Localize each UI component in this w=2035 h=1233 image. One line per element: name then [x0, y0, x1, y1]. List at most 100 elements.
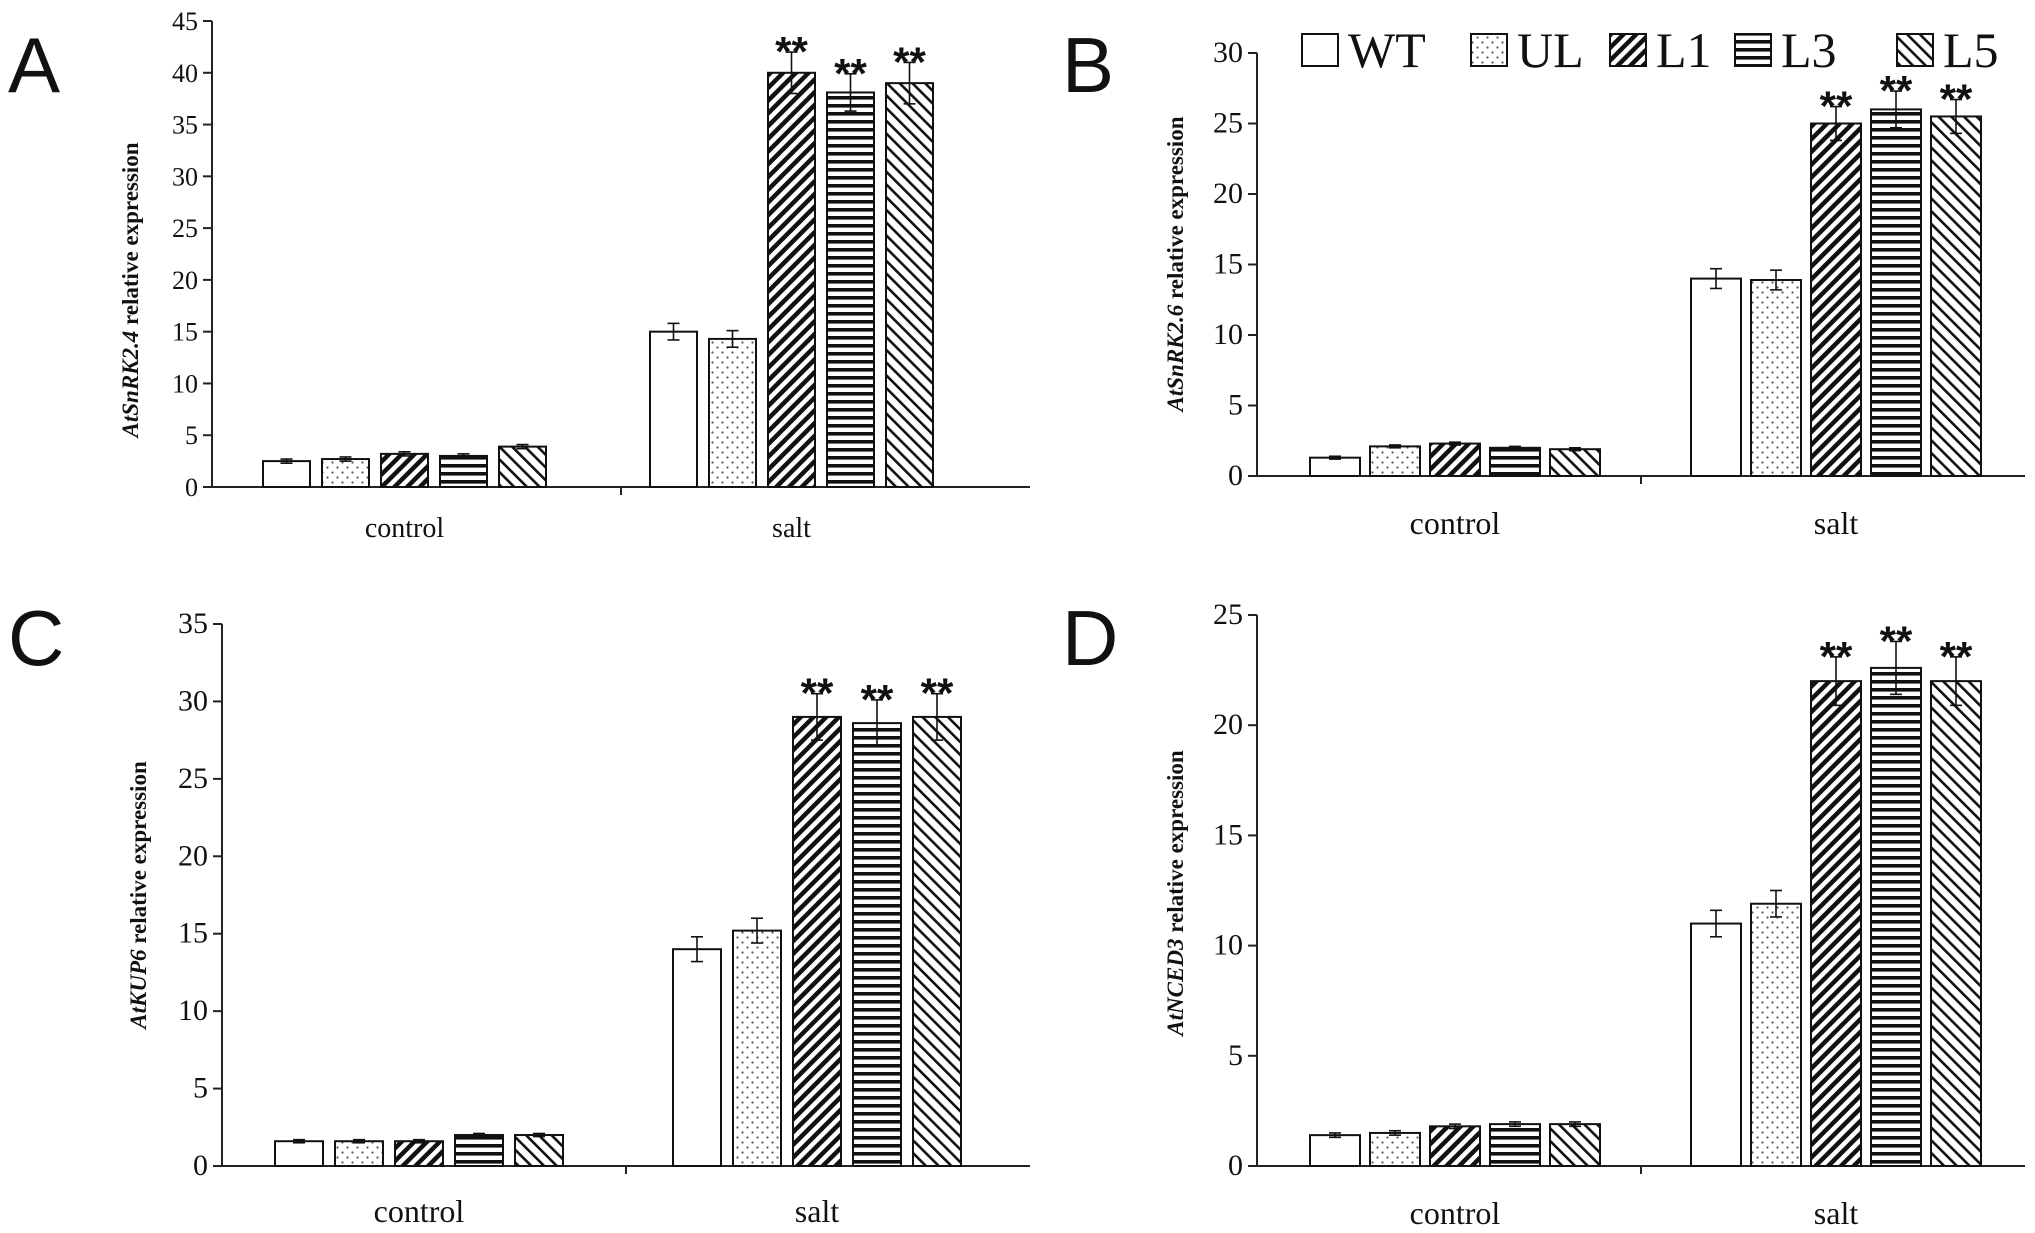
significance-mark: **: [1820, 83, 1853, 130]
legend-swatch-l5: [1896, 33, 1934, 67]
y-tick-labels: 0 5 10 15 20 25 30 35: [178, 607, 208, 1182]
bar-wt-control: [274, 1140, 324, 1168]
bar-wt-salt: [1690, 277, 1742, 477]
bar-wt-salt: [672, 948, 722, 1168]
error-bars: [1329, 640, 1962, 1139]
y-axis-label-rest: relative expression: [1163, 116, 1188, 304]
x-category-label: salt: [1814, 1195, 1859, 1231]
y-axis-label-gene: AtKUP6: [126, 949, 151, 1031]
bar-ul-control: [334, 1140, 384, 1168]
panel-label: D: [1062, 594, 1118, 682]
significance-mark: **: [1820, 633, 1853, 680]
bar-l5-control: [514, 1134, 564, 1167]
bar-wt-salt: [649, 330, 698, 488]
legend-label-l1: L1: [1656, 22, 1712, 78]
error-bars: [293, 692, 943, 1144]
legend-label-wt: WT: [1348, 22, 1426, 78]
bar-wt-control: [262, 460, 311, 489]
bars: [1309, 666, 1982, 1168]
bar-ul-control: [1369, 1131, 1421, 1167]
bar-l3-control: [1489, 446, 1541, 477]
x-category-label: control: [1410, 1195, 1501, 1231]
y-tick-label: 15: [1213, 818, 1243, 851]
bar-wt-control: [1309, 1134, 1361, 1168]
significance-marks: ** ** **: [775, 28, 926, 97]
significance-marks: ** ** **: [1820, 67, 1973, 130]
bar-l5-salt: [912, 715, 962, 1168]
y-axis-label-gene: AtSnRK2.6: [1163, 304, 1188, 413]
y-tick-label: 45: [172, 7, 198, 36]
y-tick-label: 15: [178, 917, 208, 950]
significance-mark: **: [801, 670, 834, 717]
x-category-label: salt: [772, 513, 811, 544]
significance-mark: **: [1880, 67, 1913, 114]
significance-mark: **: [834, 50, 867, 97]
y-axis-label-gene: AtNCED3: [1163, 939, 1188, 1038]
y-tick-label: 20: [1213, 177, 1243, 210]
bar-l1-control: [1429, 442, 1481, 478]
bar-ul-control: [1369, 445, 1421, 478]
x-category-label: salt: [795, 1193, 840, 1229]
bar-l3-salt: [852, 722, 902, 1167]
significance-marks: ** ** **: [1820, 617, 1973, 679]
y-tick-label: 25: [1213, 107, 1243, 140]
y-tick-label: 40: [172, 59, 198, 88]
bar-ul-salt: [1750, 902, 1802, 1167]
bar-l1-control: [394, 1140, 444, 1168]
bar-l1-salt: [1810, 122, 1862, 477]
y-axis-label-rest: relative expression: [126, 761, 151, 949]
y-tick-label: 5: [1228, 389, 1243, 422]
y-tick-label: 5: [1228, 1039, 1243, 1072]
bar-l5-salt: [885, 82, 934, 488]
y-tick-label: 20: [178, 839, 208, 872]
legend-swatch-l3: [1734, 33, 1772, 67]
legend: WT UL L1 L3 L5: [1301, 22, 1999, 78]
y-tick-label: 30: [1213, 36, 1243, 69]
y-tick-label: 35: [178, 607, 208, 640]
y-axis-label: AtSnRK2.4 relative expression: [118, 142, 143, 439]
y-tick-label: 0: [1228, 1149, 1243, 1182]
bar-ul-control: [321, 458, 370, 489]
y-axis-label: AtSnRK2.6 relative expression: [1163, 116, 1188, 413]
y-tick-labels: 0 5 10 15 20 25 30: [1213, 36, 1243, 492]
x-category-label: control: [374, 1193, 465, 1229]
y-tick-label: 0: [1228, 459, 1243, 492]
panel-label: B: [1062, 21, 1114, 109]
panel-label: A: [8, 21, 60, 109]
bar-l5-salt: [1930, 115, 1982, 477]
y-tick-label: 25: [178, 762, 208, 795]
significance-mark: **: [921, 670, 954, 717]
y-tick-label: 15: [172, 318, 198, 347]
y-tick-label: 30: [172, 162, 198, 191]
bar-l1-salt: [1810, 680, 1862, 1167]
significance-mark: **: [1940, 76, 1973, 123]
x-category-label: control: [1410, 505, 1501, 541]
y-axis-label: AtNCED3 relative expression: [1163, 750, 1188, 1038]
bar-l3-control: [1489, 1123, 1541, 1168]
bar-l1-salt: [767, 71, 816, 489]
bar-wt-salt: [1690, 922, 1742, 1167]
y-tick-label: 10: [1213, 929, 1243, 962]
significance-mark: **: [1940, 633, 1973, 680]
bar-l3-control: [439, 454, 488, 488]
significance-mark: **: [775, 28, 808, 75]
legend-swatch-wt: [1301, 33, 1339, 67]
error-bars: [280, 51, 916, 464]
bar-l1-control: [1429, 1125, 1481, 1168]
legend-label-l5: L5: [1943, 22, 1999, 78]
y-axis-label-gene: AtSnRK2.4: [118, 331, 143, 440]
bar-l1-control: [380, 452, 429, 488]
bars: [274, 715, 962, 1168]
y-tick-label: 5: [185, 421, 198, 450]
y-tick-label: 30: [178, 684, 208, 717]
y-tick-label: 10: [172, 369, 198, 398]
bar-l3-salt: [1870, 666, 1922, 1167]
significance-mark: **: [861, 676, 894, 723]
bar-wt-control: [1309, 456, 1361, 478]
significance-mark: **: [1880, 617, 1913, 664]
bar-l1-salt: [792, 715, 842, 1168]
y-tick-label: 25: [1213, 598, 1243, 631]
panel-b: B ** ** ** 0 5 10 15 20 25 30 control salt AtSnR…: [1062, 21, 2025, 541]
panel-label: C: [8, 594, 64, 682]
